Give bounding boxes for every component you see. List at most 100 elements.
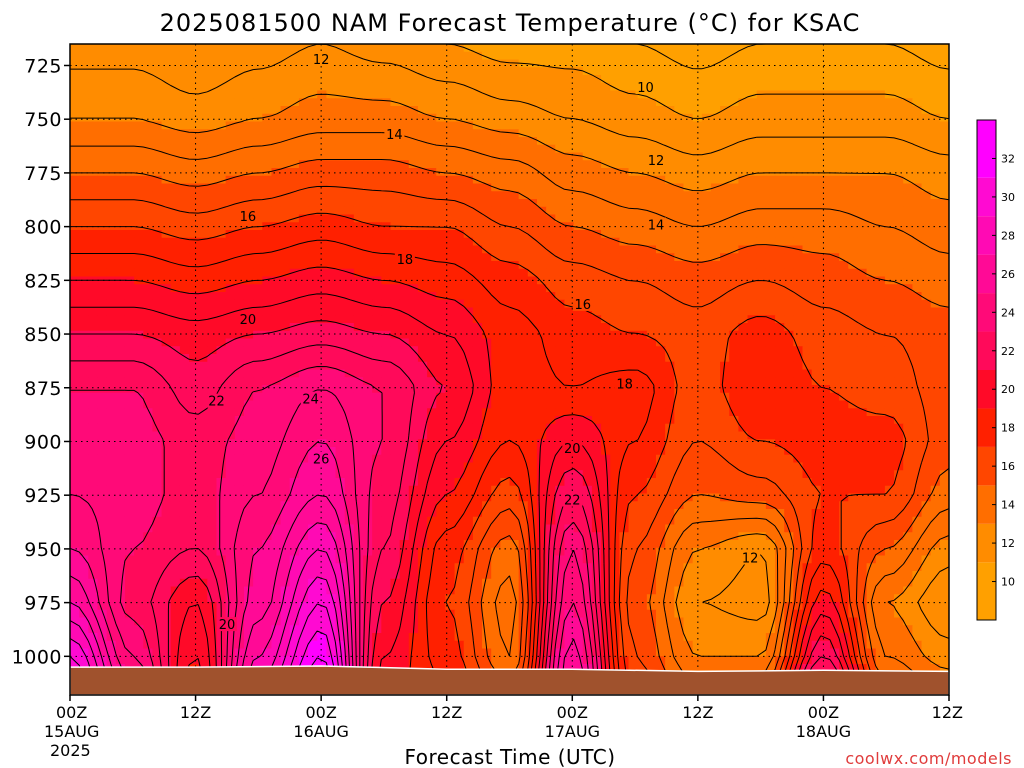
field-cell [390,423,401,433]
field-cell [189,137,199,146]
field-cell [124,121,135,130]
field-cell [582,214,593,223]
field-cell [216,377,227,386]
field-cell [802,113,813,123]
field-cell [399,121,410,130]
field-cell [298,245,309,254]
field-cell [573,129,584,138]
field-cell [747,199,758,208]
field-cell [79,284,89,293]
field-cell [518,222,529,231]
field-cell [829,230,840,239]
field-cell [591,222,602,231]
field-cell [683,416,694,425]
field-cell [161,191,172,200]
field-cell [271,392,282,402]
field-cell [582,121,593,130]
field-cell [298,214,309,223]
field-cell [720,299,730,309]
field-cell [179,214,190,223]
field-cell [536,98,547,107]
field-cell [582,206,593,216]
field-cell [839,330,849,340]
field-cell [857,307,868,316]
field-cell [518,175,529,185]
field-cell [344,261,355,270]
field-cell [179,338,190,347]
field-cell [582,354,593,363]
field-cell [775,315,785,324]
field-cell [573,230,584,239]
field-cell [820,230,831,239]
field-cell [820,75,831,84]
field-cell [353,323,364,332]
field-cell [335,106,346,115]
field-cell [454,346,465,355]
field-cell [527,323,538,332]
field-cell [472,160,483,169]
field-cell [756,245,767,254]
field-cell [124,392,135,402]
field-cell [839,392,849,402]
field-cell [820,82,831,92]
field-cell [637,354,648,363]
field-cell [243,377,254,386]
field-cell [170,284,181,293]
field-cell [756,51,767,61]
field-cell [610,292,620,301]
field-cell [298,315,309,324]
field-cell [591,175,602,185]
field-cell [747,137,758,146]
field-cell [857,416,868,425]
field-cell [793,408,804,417]
field-cell [363,292,373,301]
field-cell [536,268,547,278]
field-cell [765,191,776,200]
field-cell [839,129,849,138]
field-cell [363,152,373,161]
field-cell [134,59,144,68]
field-cell [784,137,794,146]
field-cell [344,168,355,177]
field-cell [115,369,126,378]
field-cell [939,168,949,177]
field-cell [921,144,932,154]
field-cell [921,129,932,138]
field-cell [317,44,327,53]
field-cell [399,237,410,247]
field-cell [619,59,630,68]
field-cell [436,261,447,270]
field-cell [317,284,327,293]
field-cell [564,338,575,347]
field-cell [216,346,227,355]
field-cell [234,129,245,138]
field-cell [70,307,80,316]
field-cell [335,59,346,68]
field-cell [335,338,346,347]
field-cell [820,183,831,192]
field-cell [363,400,373,409]
field-cell [729,214,740,223]
field-cell [326,284,337,293]
field-cell [234,222,245,231]
field-cell [875,346,886,355]
field-cell [820,199,831,208]
field-cell [619,129,630,138]
field-cell [308,292,318,301]
field-cell [289,168,300,177]
field-cell [134,222,144,231]
field-cell [683,276,694,285]
field-cell [601,75,611,84]
field-cell [289,361,300,371]
field-cell [729,361,740,371]
field-cell [756,299,767,309]
field-cell [390,237,401,247]
field-cell [811,276,822,285]
field-cell [170,361,181,371]
field-cell [656,385,666,394]
field-cell [518,377,529,386]
field-cell [683,268,694,278]
field-cell [546,175,556,185]
field-cell [912,82,923,92]
field-cell [179,222,190,231]
